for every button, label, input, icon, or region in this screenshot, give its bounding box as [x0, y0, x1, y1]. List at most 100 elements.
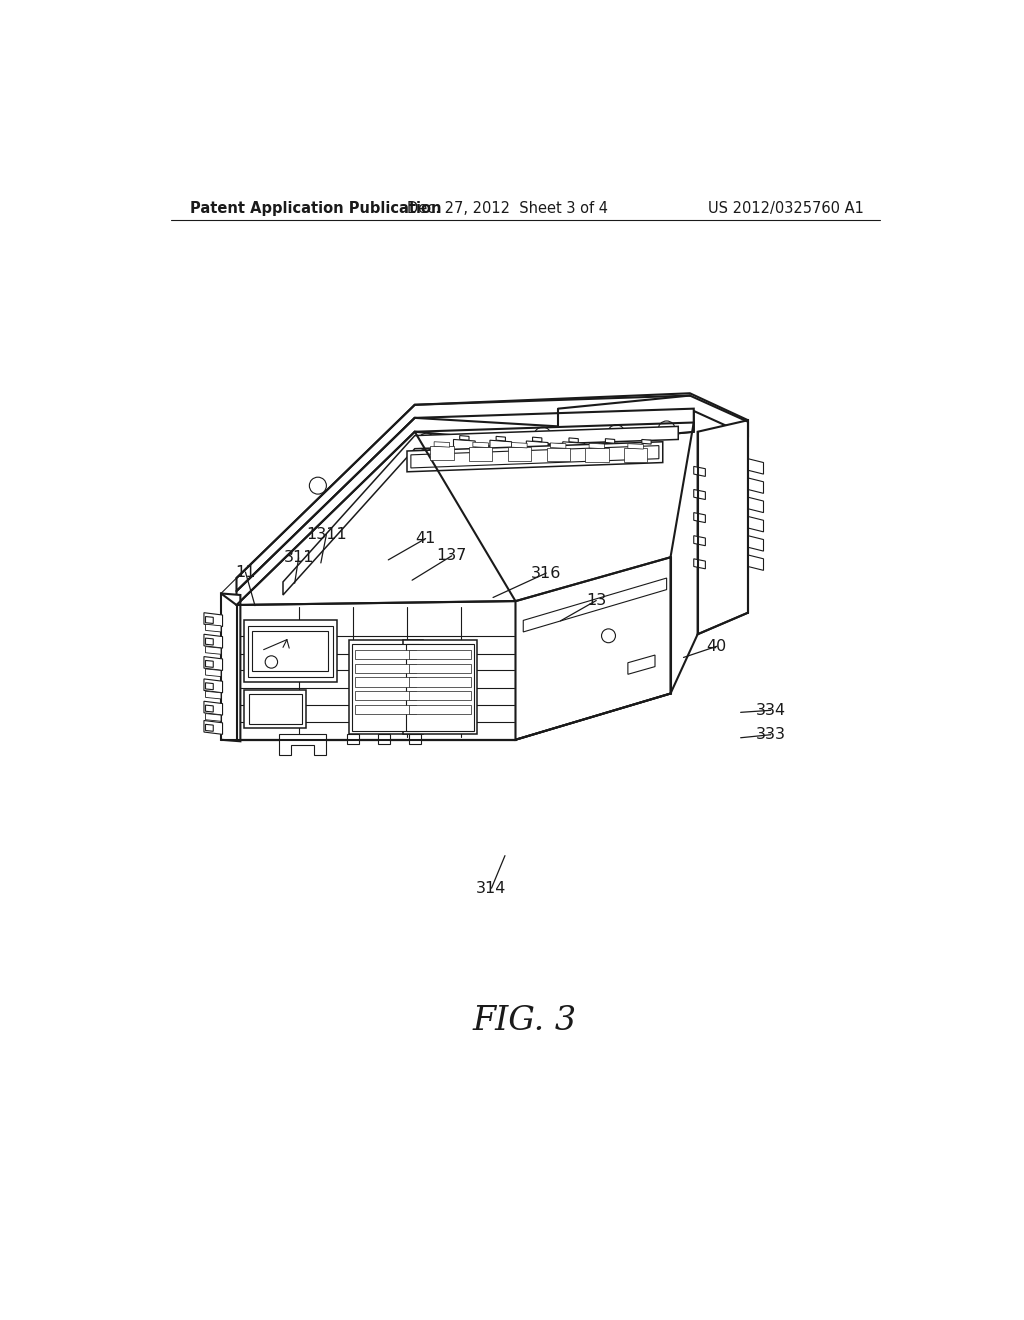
Polygon shape — [748, 536, 764, 552]
Polygon shape — [636, 444, 657, 457]
Polygon shape — [206, 705, 213, 711]
Polygon shape — [204, 656, 222, 671]
Text: US 2012/0325760 A1: US 2012/0325760 A1 — [709, 201, 864, 216]
Polygon shape — [748, 516, 764, 532]
Polygon shape — [460, 436, 469, 441]
Polygon shape — [515, 557, 671, 739]
Text: Patent Application Publication: Patent Application Publication — [190, 201, 441, 216]
Polygon shape — [237, 601, 515, 739]
Polygon shape — [407, 442, 663, 471]
Polygon shape — [204, 612, 222, 627]
Polygon shape — [589, 444, 604, 449]
Polygon shape — [586, 447, 608, 462]
Polygon shape — [693, 536, 706, 545]
Text: FIG. 3: FIG. 3 — [473, 1005, 577, 1036]
Polygon shape — [624, 449, 647, 462]
Polygon shape — [206, 692, 221, 700]
Polygon shape — [508, 447, 531, 461]
Polygon shape — [206, 714, 221, 721]
Polygon shape — [206, 624, 221, 632]
Polygon shape — [206, 647, 221, 655]
Polygon shape — [473, 442, 488, 447]
Polygon shape — [599, 442, 621, 457]
Polygon shape — [410, 692, 471, 701]
Polygon shape — [355, 649, 417, 659]
Polygon shape — [605, 438, 614, 444]
Text: 41: 41 — [416, 531, 436, 546]
Polygon shape — [550, 444, 566, 449]
Text: 333: 333 — [756, 727, 785, 742]
Polygon shape — [410, 664, 471, 673]
Polygon shape — [410, 705, 471, 714]
Circle shape — [607, 425, 625, 442]
Polygon shape — [252, 631, 328, 671]
Polygon shape — [249, 694, 302, 723]
Polygon shape — [206, 682, 213, 689]
Polygon shape — [248, 626, 334, 677]
Text: 11: 11 — [236, 565, 256, 579]
Polygon shape — [569, 438, 579, 442]
Text: 334: 334 — [756, 702, 785, 718]
Polygon shape — [355, 692, 417, 701]
Polygon shape — [407, 644, 474, 730]
Text: 13: 13 — [586, 593, 606, 609]
Polygon shape — [355, 664, 417, 673]
Polygon shape — [204, 678, 222, 693]
Text: 311: 311 — [284, 550, 314, 565]
Polygon shape — [454, 440, 475, 453]
Circle shape — [418, 433, 435, 450]
Polygon shape — [693, 490, 706, 499]
Polygon shape — [563, 442, 585, 455]
Text: 314: 314 — [476, 880, 507, 896]
Circle shape — [658, 421, 675, 438]
Polygon shape — [245, 620, 337, 682]
Polygon shape — [237, 393, 748, 591]
Polygon shape — [496, 437, 506, 441]
Circle shape — [265, 656, 278, 668]
Polygon shape — [352, 644, 420, 730]
Text: 1311: 1311 — [306, 527, 347, 543]
Polygon shape — [693, 512, 706, 523]
Text: 137: 137 — [436, 548, 467, 564]
Polygon shape — [512, 442, 527, 447]
Polygon shape — [349, 640, 423, 734]
Polygon shape — [693, 466, 706, 477]
Polygon shape — [204, 635, 222, 648]
Polygon shape — [355, 705, 417, 714]
Text: 316: 316 — [531, 565, 561, 581]
Polygon shape — [430, 446, 454, 461]
Polygon shape — [693, 558, 706, 569]
Polygon shape — [523, 578, 667, 632]
Polygon shape — [469, 446, 493, 461]
Polygon shape — [206, 638, 213, 645]
Polygon shape — [532, 437, 542, 442]
Polygon shape — [748, 478, 764, 494]
Polygon shape — [221, 594, 241, 742]
Polygon shape — [403, 640, 477, 734]
Polygon shape — [206, 616, 213, 623]
Polygon shape — [206, 725, 213, 731]
Circle shape — [309, 478, 327, 494]
Polygon shape — [410, 677, 471, 686]
Circle shape — [601, 628, 615, 643]
Polygon shape — [355, 677, 417, 686]
Polygon shape — [526, 441, 548, 455]
Polygon shape — [434, 442, 450, 447]
Circle shape — [535, 428, 551, 444]
Polygon shape — [346, 734, 359, 743]
Polygon shape — [245, 689, 306, 729]
Polygon shape — [378, 734, 390, 743]
Polygon shape — [411, 446, 658, 469]
Polygon shape — [642, 440, 651, 444]
Polygon shape — [748, 554, 764, 570]
Text: 40: 40 — [707, 639, 727, 653]
Polygon shape — [280, 734, 326, 755]
Polygon shape — [748, 459, 764, 474]
Polygon shape — [748, 498, 764, 512]
Polygon shape — [237, 409, 693, 605]
Polygon shape — [410, 649, 471, 659]
Polygon shape — [283, 426, 678, 595]
Polygon shape — [628, 655, 655, 675]
Polygon shape — [628, 444, 643, 449]
Polygon shape — [489, 441, 512, 454]
